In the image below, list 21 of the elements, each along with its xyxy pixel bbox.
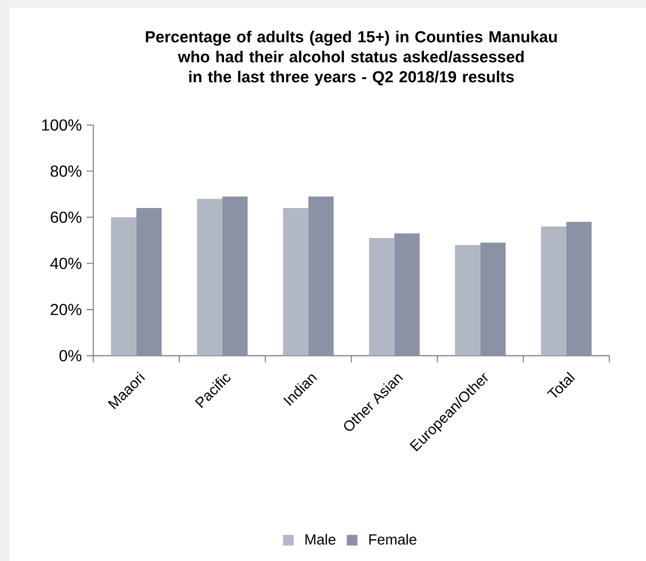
bar [197,198,222,356]
chart-title: Percentage of adults (aged 15+) in Counties Manukau who had their alcohol status asked/assessed in the last three years - Q2 2018/19 results [146,30,557,86]
y-tick-label: 0% [59,350,82,362]
bar [394,233,420,356]
y-tick-label: 60% [50,212,82,223]
y-tick-label: 100% [42,119,82,131]
bar [222,196,248,356]
bar [111,217,136,356]
bar [454,244,480,356]
y-tick-label: 20% [50,304,82,316]
bar [541,226,566,356]
bar [283,208,308,356]
legend-label: Female [369,534,416,545]
y-tick-label: 40% [50,258,82,270]
bar [308,196,334,356]
bar [136,208,162,356]
bar [566,222,592,356]
bar [480,242,506,356]
y-tick-label: 80% [50,165,82,177]
legend-label: Male [306,534,336,545]
bar [369,238,394,356]
